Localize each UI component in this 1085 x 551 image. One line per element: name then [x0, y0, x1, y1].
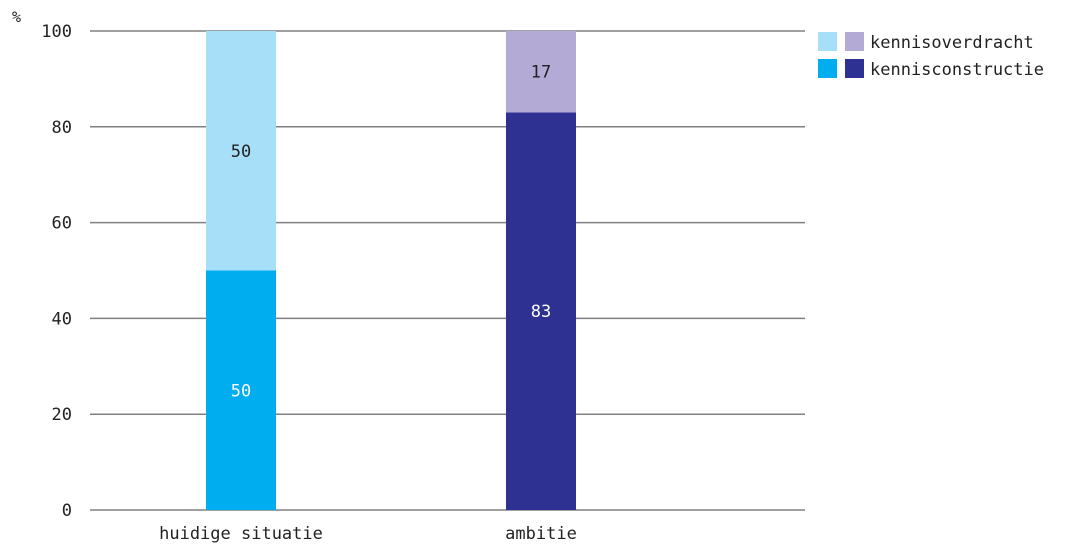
data-labels: 50 50 83 17	[231, 63, 551, 402]
bars	[206, 31, 576, 511]
y-axis-unit-label: %	[12, 8, 21, 26]
gridlines	[90, 30, 805, 511]
data-label: 17	[531, 63, 551, 83]
legend-label: kennisoverdracht	[870, 33, 1034, 53]
y-tick-label: 80	[52, 118, 72, 138]
legend-swatch	[845, 32, 864, 51]
y-tick-label: 0	[62, 501, 72, 521]
y-tick-label: 60	[52, 214, 72, 234]
y-tick-label: 40	[52, 309, 72, 329]
bar-kennisconstructie-0	[206, 270, 276, 510]
axes: % 0 20 40 60 80 100 huidige situatie ambitie	[12, 8, 577, 544]
bar-kennisoverdracht-0	[206, 31, 276, 271]
legend-swatch	[818, 32, 837, 51]
x-tick-label: ambitie	[505, 524, 577, 544]
x-tick-label: huidige situatie	[159, 524, 323, 544]
y-tick-label: 100	[41, 22, 72, 42]
y-tick-label: 20	[52, 405, 72, 425]
legend-label: kennisconstructie	[870, 60, 1044, 80]
data-label: 50	[231, 142, 251, 162]
legend-swatch	[818, 59, 837, 78]
legend-swatch	[845, 59, 864, 78]
legend: kennisoverdracht kennisconstructie	[818, 32, 1044, 80]
bar-kennisoverdracht-1	[506, 31, 576, 113]
data-label: 50	[231, 381, 251, 401]
data-label: 83	[531, 302, 551, 322]
bar-kennisconstructie-1	[506, 112, 576, 511]
